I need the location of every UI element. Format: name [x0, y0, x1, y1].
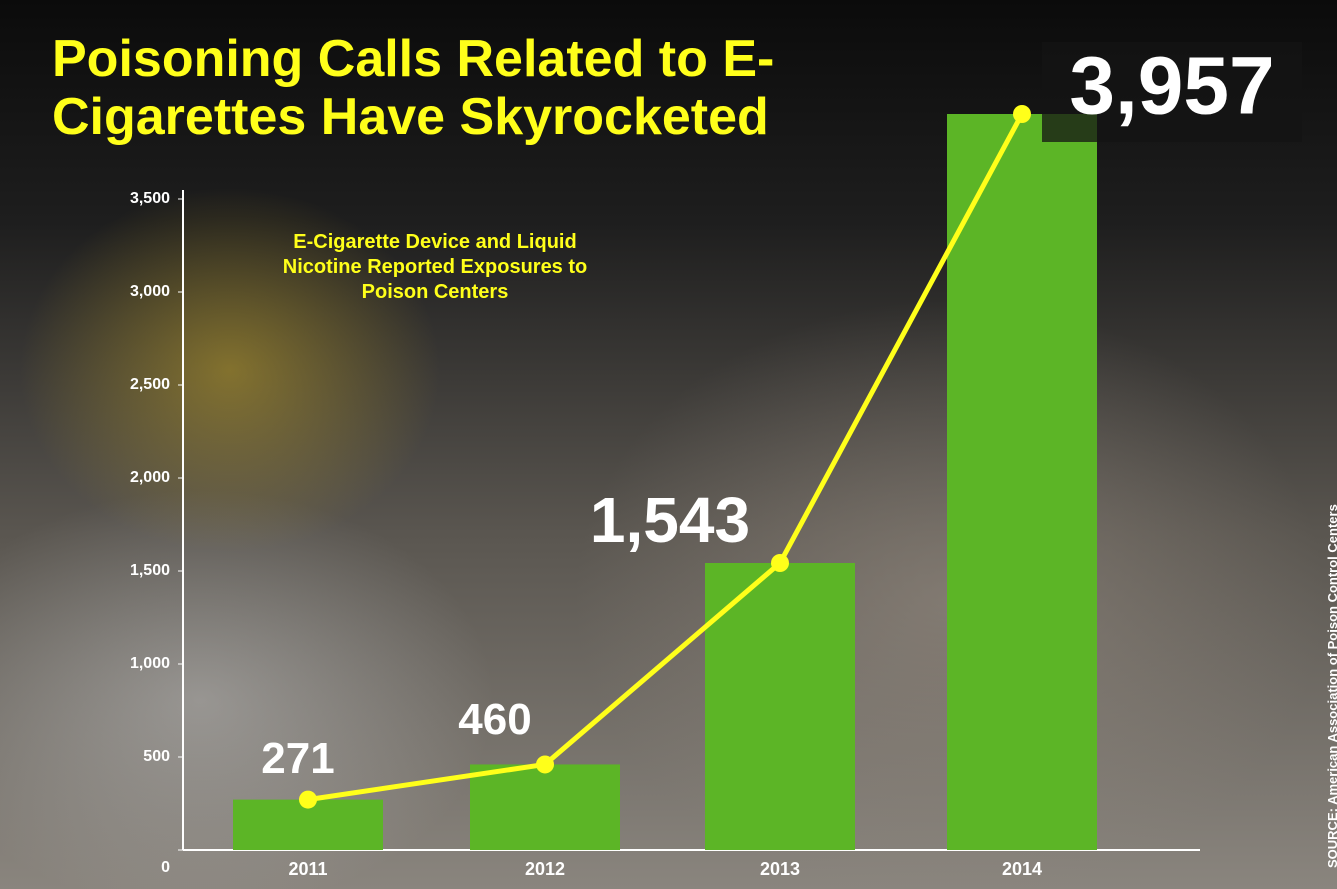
bar: [705, 563, 855, 850]
y-tick-label: 0: [161, 859, 170, 876]
trend-line: [307, 112, 1025, 803]
y-tick-label: 3,500: [130, 190, 170, 207]
x-tick-label: 2011: [288, 859, 327, 879]
x-tick-label: 2014: [1002, 859, 1042, 879]
y-tick-label: 500: [143, 748, 170, 765]
y-tick-label: 1,000: [130, 655, 170, 672]
x-tick-label: 2012: [525, 859, 565, 879]
bar: [947, 113, 1097, 851]
y-tick-label: 1,500: [130, 562, 170, 579]
source-note: SOURCE: American Association of Poison C…: [1325, 504, 1337, 868]
line-point: [1013, 104, 1031, 123]
bar: [470, 764, 620, 850]
line-point: [771, 554, 789, 573]
label-backdrop: [1042, 41, 1302, 142]
value-label: 271: [261, 734, 334, 783]
chart-title: Poisoning Calls Related to E-Cigarettes …: [52, 30, 775, 146]
y-tick-label: 2,500: [130, 376, 170, 393]
line-point: [299, 790, 317, 809]
y-tick-label: 2,000: [130, 469, 170, 486]
value-label: 1,543: [590, 484, 750, 556]
value-label: 460: [458, 695, 531, 744]
x-tick-label: 2013: [760, 859, 800, 879]
chart-subtitle: E-Cigarette Device and Liquid Nicotine R…: [282, 231, 588, 303]
y-tick-label: 3,000: [130, 283, 170, 300]
line-point: [536, 755, 554, 774]
value-label: 3,957: [1069, 41, 1274, 132]
